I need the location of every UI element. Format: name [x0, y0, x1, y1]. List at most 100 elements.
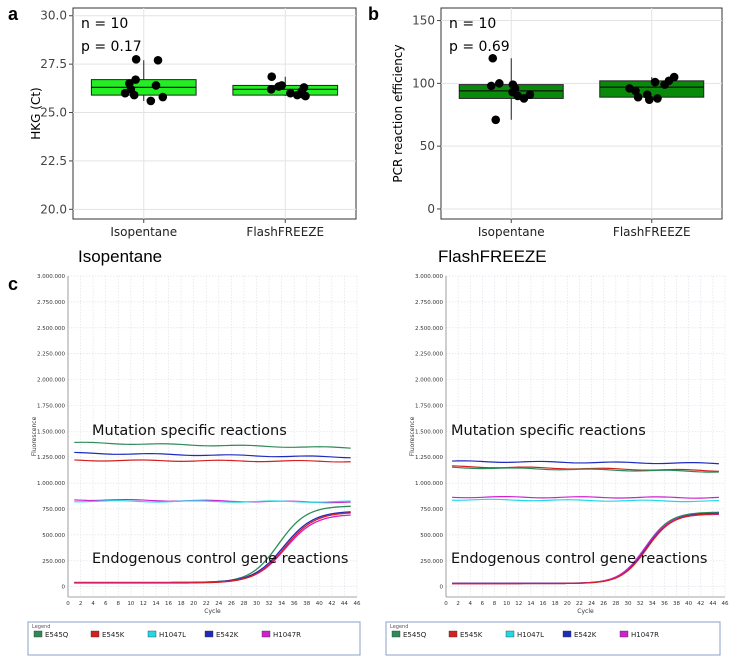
amplification-curve-h1047r — [74, 514, 351, 584]
data-point — [650, 77, 660, 87]
y-tick-label: 150 — [412, 14, 435, 28]
data-point — [486, 81, 496, 91]
amplification-curve-e545k — [74, 512, 351, 584]
y-tick-label: 30.0 — [40, 9, 67, 23]
legend-swatch-e545q — [33, 630, 43, 638]
x-tick-label: 6 — [104, 601, 108, 607]
data-point — [299, 83, 309, 92]
y-tick-label: 500.000 — [420, 533, 443, 539]
x-tick-label: 40 — [685, 601, 692, 607]
y-tick-label: 2.750.000 — [415, 300, 443, 306]
x-tick-label: 14 — [152, 601, 159, 607]
series-line-h1047l — [74, 500, 351, 503]
category-label: Isopentane — [110, 225, 177, 239]
stats-text: n = 10 — [449, 16, 496, 32]
x-tick-label: 36 — [661, 601, 668, 607]
x-tick-label: 8 — [117, 601, 121, 607]
legend-swatch-h1047r — [619, 630, 629, 638]
amplification-curve-e542k — [74, 511, 351, 584]
series-line-e545k — [74, 459, 351, 463]
box-plot-a: 20.0 22.5 25.0 27.5 30.0 Isopentane FlashFREEZ… — [29, 7, 357, 239]
legend-label-h1047r: H1047R — [273, 631, 301, 639]
y-tick-label: 0 — [427, 202, 435, 216]
series-line-e545q — [452, 466, 719, 473]
legend-label-e545q: E545Q — [403, 631, 427, 639]
data-point — [277, 81, 287, 90]
x-tick-label: 24 — [215, 601, 222, 607]
data-point — [131, 75, 140, 84]
x-tick-label: 10 — [127, 601, 134, 607]
x-tick-label: 38 — [673, 601, 680, 607]
plot-frame — [72, 7, 357, 220]
x-tick-label: 46 — [722, 601, 729, 607]
stats-text: n = 10 — [81, 16, 128, 32]
x-tick-label: 44 — [341, 601, 348, 607]
y-tick-label: 3.000.000 — [37, 274, 65, 280]
x-tick-label: 34 — [278, 601, 285, 607]
y-tick-label: 2.000.000 — [415, 378, 443, 384]
x-tick-label: 2 — [456, 601, 460, 607]
y-tick-label: 2.250.000 — [37, 352, 65, 358]
y-tick-label: 2.500.000 — [37, 326, 65, 332]
data-point — [495, 79, 504, 88]
x-tick-label: 44 — [709, 601, 716, 607]
legend-swatch-e545k — [90, 630, 100, 638]
x-tick-label: 4 — [91, 601, 95, 607]
x-tick-label: 18 — [552, 601, 559, 607]
data-point — [151, 81, 161, 90]
y-tick-label: 22.5 — [40, 154, 67, 168]
plot-title: Isopentane — [78, 247, 162, 266]
amplification-curve-e545k — [452, 513, 719, 585]
x-tick-label: 34 — [649, 601, 656, 607]
data-point — [488, 53, 498, 63]
amplification-curve-e542k — [452, 512, 719, 584]
legend-box — [27, 621, 361, 656]
x-tick-label: 16 — [540, 601, 547, 607]
box-plot-b: 0 50 100 150 Isopentane FlashFREEZE n = 10 p = … — [391, 7, 723, 239]
data-point — [625, 84, 634, 93]
legend-swatch-e542k — [204, 630, 214, 638]
series-line-h1047l — [452, 498, 719, 503]
stats-text: p = 0.17 — [81, 39, 142, 55]
legend-title: Legend — [32, 624, 50, 630]
legend-swatch-e545k — [448, 630, 458, 638]
x-tick-label: 14 — [527, 601, 534, 607]
data-point — [669, 72, 679, 82]
x-tick-label: 20 — [564, 601, 571, 607]
x-tick-label: 22 — [203, 601, 210, 607]
y-tick-label: 1.750.000 — [415, 403, 443, 409]
x-tick-label: 42 — [697, 601, 704, 607]
x-tick-label: 0 — [444, 601, 448, 607]
series-line-e542k — [74, 451, 351, 459]
data-point — [153, 55, 163, 65]
x-tick-label: 2 — [79, 601, 83, 607]
x-tick-label: 46 — [354, 601, 361, 607]
y-tick-label: 50 — [420, 139, 435, 153]
x-tick-label: 20 — [190, 601, 197, 607]
legend-swatch-e545q — [391, 630, 401, 638]
x-tick-label: 6 — [481, 601, 485, 607]
x-tick-label: 28 — [240, 601, 247, 607]
x-tick-label: 30 — [624, 601, 631, 607]
y-tick-label: 27.5 — [40, 57, 67, 71]
x-tick-label: 32 — [637, 601, 644, 607]
legend-label-h1047l: H1047L — [159, 631, 186, 639]
category-label: Isopentane — [478, 225, 545, 239]
y-tick-label: 2.250.000 — [415, 352, 443, 358]
x-tick-label: 18 — [178, 601, 185, 607]
x-tick-label: 28 — [612, 601, 619, 607]
y-tick-label: 1.750.000 — [37, 403, 65, 409]
legend-title: Legend — [390, 624, 408, 630]
amplification-curve-e545q — [452, 511, 719, 585]
x-tick-label: 26 — [228, 601, 235, 607]
x-tick-label: 4 — [469, 601, 473, 607]
legend-label-e542k: E542K — [216, 631, 239, 639]
x-tick-label: 12 — [515, 601, 522, 607]
data-point — [158, 92, 168, 102]
panel-label-b: b — [368, 4, 379, 24]
stats-text: p = 0.69 — [449, 39, 510, 55]
